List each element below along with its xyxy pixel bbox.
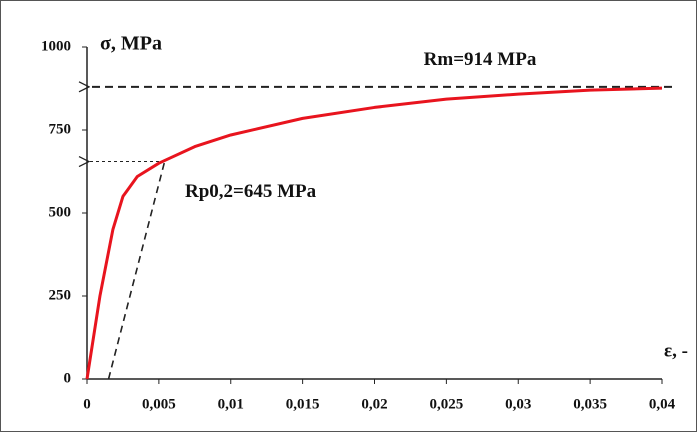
x-axis-label: ε, - <box>664 340 688 361</box>
annotation-label: Rp0,2=645 MPa <box>185 181 317 202</box>
stress-strain-curve <box>85 86 663 380</box>
annotation-label: Rm=914 MPa <box>424 49 537 70</box>
y-tick-label: 0 <box>64 370 72 386</box>
x-tick-label: 0 <box>83 396 91 412</box>
x-tick-label: 0,03 <box>505 396 531 412</box>
x-tick-label: 0,01 <box>218 396 244 412</box>
x-tick-label: 0,02 <box>361 396 387 412</box>
y-tick-label: 500 <box>49 204 72 220</box>
x-tick-label: 0,035 <box>573 396 607 412</box>
x-tick-label: 0,005 <box>142 396 176 412</box>
x-tick-label: 0,015 <box>286 396 320 412</box>
y-tick-label: 750 <box>49 121 72 137</box>
y-tick-label: 250 <box>49 287 72 303</box>
y-tick-label: 1000 <box>41 38 71 54</box>
x-tick-label: 0,04 <box>649 396 676 412</box>
y-axis-label: σ, MPa <box>100 33 162 55</box>
x-tick-label: 0,025 <box>430 396 464 412</box>
offset-line <box>107 161 166 380</box>
